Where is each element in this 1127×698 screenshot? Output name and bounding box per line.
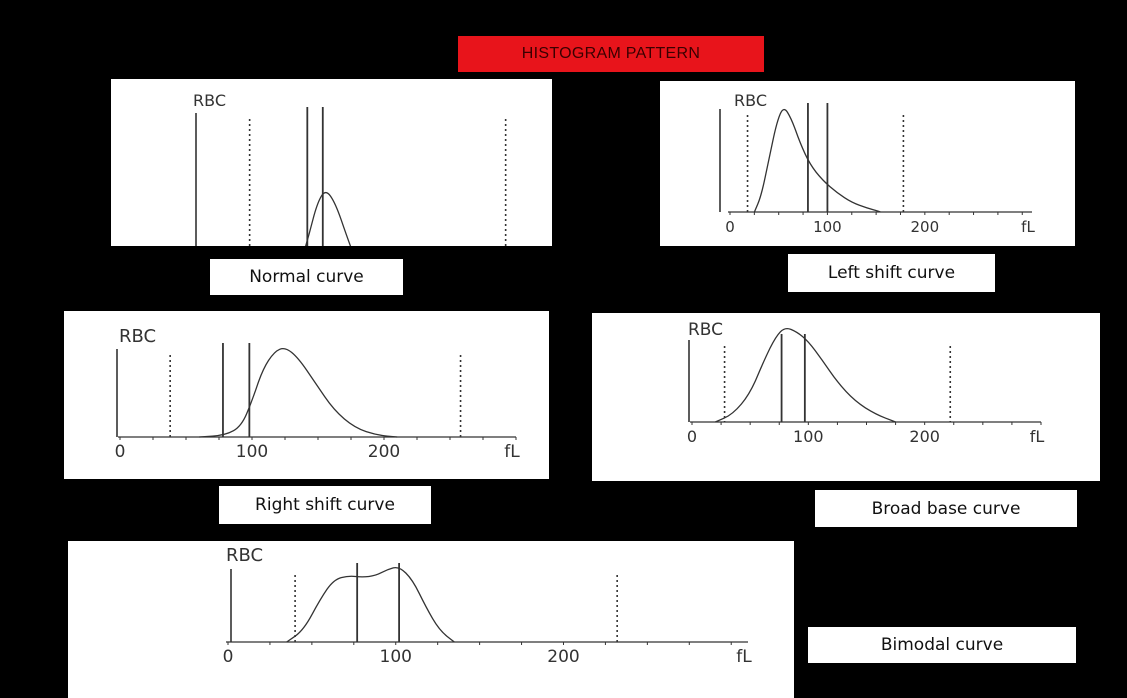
- x-axis-label: fL: [736, 647, 752, 667]
- distribution-curve: [286, 566, 456, 643]
- bimodal-curve-svg: RBC 0 100 200 fL: [223, 545, 753, 667]
- x-axis-label: fL: [1030, 427, 1045, 446]
- broad-base-curve-chart: RBC 0 100 200 fL: [592, 313, 1100, 481]
- x-tick-label: 100: [813, 218, 842, 236]
- series-label: RBC: [734, 91, 767, 110]
- x-axis-label: fL: [1021, 218, 1035, 236]
- x-tick-label: 0: [687, 427, 697, 446]
- x-tick-label: 100: [793, 427, 824, 446]
- x-tick-label: 100: [380, 647, 412, 667]
- normal-curve-caption: Normal curve: [210, 259, 403, 295]
- broad-base-curve-caption: Broad base curve: [815, 490, 1077, 527]
- distribution-curve: [753, 108, 882, 213]
- broad-base-curve-svg: RBC 0 100 200 fL: [687, 320, 1045, 446]
- distribution-curve: [305, 191, 352, 246]
- right-shift-curve-svg: RBC 0 100 200 fL: [115, 326, 521, 462]
- x-tick-label: 200: [909, 427, 940, 446]
- series-label: RBC: [193, 91, 226, 110]
- x-axis-label: fL: [504, 442, 520, 462]
- x-tick-label: 200: [547, 647, 579, 667]
- series-label: RBC: [119, 326, 156, 347]
- x-tick-label: 0: [223, 647, 234, 667]
- x-tick-label: 0: [725, 218, 735, 236]
- right-shift-curve-caption: Right shift curve: [219, 486, 431, 524]
- x-tick-label: 200: [911, 218, 940, 236]
- x-tick-label: 0: [115, 442, 126, 462]
- distribution-curve: [199, 347, 398, 438]
- left-shift-curve-chart: RBC 0 100 200 fL: [660, 81, 1075, 246]
- right-shift-curve-chart: RBC 0 100 200 fL: [64, 311, 549, 479]
- distribution-curve: [715, 327, 896, 423]
- left-shift-curve-caption: Left shift curve: [788, 254, 995, 292]
- page-title: HISTOGRAM PATTERN: [458, 36, 764, 72]
- series-label: RBC: [226, 545, 263, 566]
- bimodal-curve-chart: RBC 0 100 200 fL: [68, 541, 794, 698]
- x-tick-label: 200: [368, 442, 400, 462]
- left-shift-curve-svg: RBC 0 100 200 fL: [719, 91, 1035, 236]
- series-label: RBC: [688, 320, 723, 340]
- x-tick-label: 100: [236, 442, 268, 462]
- bimodal-curve-caption: Bimodal curve: [808, 627, 1076, 663]
